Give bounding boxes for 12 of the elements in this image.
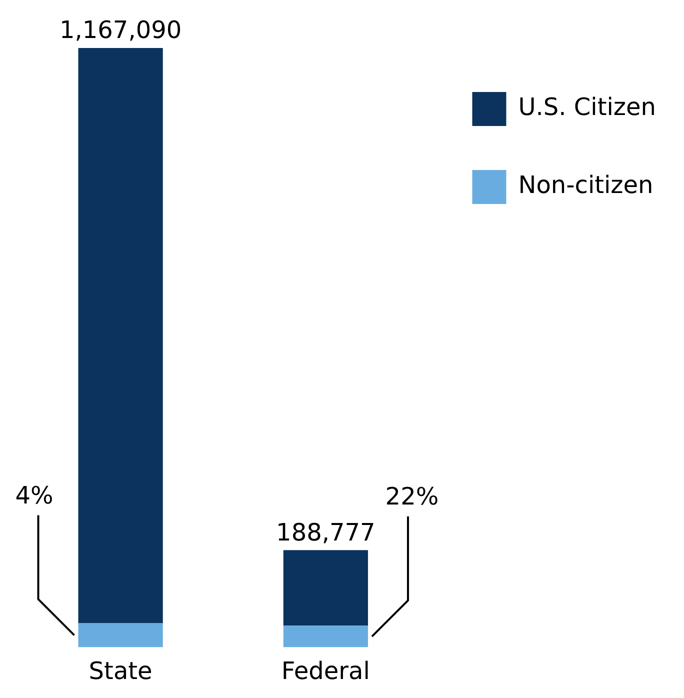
legend-label: U.S. Citizen xyxy=(518,93,656,122)
bar xyxy=(78,623,163,648)
annotation: 22% xyxy=(385,482,439,511)
annotation: 188,777 xyxy=(276,518,376,546)
bar xyxy=(283,550,368,626)
legend-label: Non-citizen xyxy=(518,171,654,200)
annotation: 4% xyxy=(15,481,54,510)
bar xyxy=(78,48,163,624)
bar xyxy=(283,626,368,648)
x-tick-label: Federal xyxy=(281,656,370,685)
x-tick-label: State xyxy=(88,656,152,685)
text: 1,167,090 xyxy=(59,16,182,44)
